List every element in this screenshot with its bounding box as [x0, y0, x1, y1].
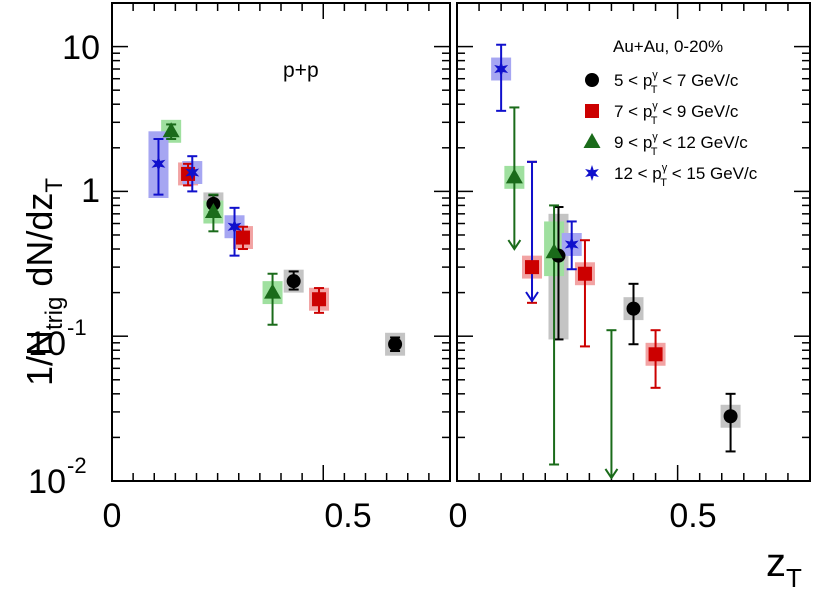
x-tick-label-0-left: 0	[103, 497, 122, 535]
data-point-circle	[723, 409, 738, 424]
x-tick-label-0.5-left: 0.5	[324, 497, 371, 535]
data-point-square	[525, 260, 540, 275]
data-point-square	[235, 230, 250, 245]
data-point-triangle	[505, 168, 523, 184]
y-axis-title-mid: dN/dz	[19, 193, 60, 297]
data-point-square	[312, 292, 327, 307]
legend-sub: T	[651, 84, 658, 96]
legend-pre: 5 < p	[614, 71, 652, 90]
y-axis-title-sub1: trig	[41, 297, 68, 330]
y-axis-title: 1/Ntrig dN/dzT	[19, 178, 68, 386]
y-axis-title-main: 1/N	[19, 330, 60, 386]
x-axis-title-main: z	[766, 541, 786, 585]
legend-post: < 7 GeV/c	[658, 71, 739, 90]
legend-title: Au+Au, 0-20%	[613, 37, 723, 56]
legend-pre: 12 < p	[614, 164, 662, 183]
data-point-star	[151, 155, 166, 172]
legend-sup: γ	[652, 100, 658, 112]
legend-entry-label: 7 < pγ T < 9 GeV/c	[614, 100, 739, 127]
y-tick-label-0.01: 10	[28, 463, 66, 501]
legend-sup: γ	[662, 162, 668, 174]
y-tick-label-1: 1	[81, 172, 100, 210]
data-point-triangle	[545, 243, 563, 259]
axis-ticks	[111, 2, 811, 482]
legend-marker-star	[585, 165, 599, 181]
legend-post: < 15 GeV/c	[667, 164, 758, 183]
panel-label-pp: p+p	[283, 59, 319, 82]
x-axis-title-sub: T	[786, 563, 802, 593]
x-axis-title: zT	[766, 541, 802, 593]
y-tick-label-0.1: 10	[28, 325, 66, 363]
legend-pre: 9 < p	[614, 133, 652, 152]
left-panel-frame	[111, 2, 451, 482]
data-point-triangle	[204, 203, 222, 219]
legend-entry-label: 9 < pγ T < 12 GeV/c	[614, 131, 748, 158]
y-tick-label-0.01-exp: -2	[67, 453, 87, 478]
y-tick-label-0.1-exp: -1	[67, 315, 87, 340]
data-marks	[148, 43, 741, 480]
upper-limit-arrow	[525, 291, 539, 303]
y-tick-label-10: 10	[62, 29, 100, 67]
data-point-circle	[626, 301, 641, 316]
x-tick-label-0.5-right: 0.5	[669, 497, 716, 535]
data-point-triangle	[264, 283, 282, 299]
svg-text:1/Ntrig dN/dzT: 1/Ntrig dN/dzT	[19, 178, 68, 386]
x-tick-label-0-right: 0	[449, 497, 468, 535]
data-point-circle	[286, 274, 301, 289]
legend-pre: 7 < p	[614, 102, 652, 121]
data-point-square	[648, 347, 663, 362]
legend-entry-label: 12 < pγ T < 15 GeV/c	[614, 162, 758, 189]
data-point-star	[185, 164, 200, 181]
legend-marker-circle	[585, 73, 599, 87]
data-point-circle	[388, 337, 403, 352]
legend-post: < 9 GeV/c	[658, 102, 739, 121]
legend-entry-label: 5 < pγ T < 7 GeV/c	[614, 69, 739, 96]
legend-sub: T	[651, 115, 658, 127]
legend-marker-square	[585, 104, 599, 118]
data-point-square	[577, 266, 592, 281]
data-point-star	[227, 218, 242, 235]
legend-marker-triangle	[583, 133, 601, 148]
data-point-star	[494, 61, 509, 77]
legend-sup: γ	[652, 131, 658, 143]
data-point-star	[564, 236, 579, 253]
legend-sub: T	[651, 146, 658, 158]
y-axis-title-sub2: T	[41, 178, 68, 193]
legend-sup: γ	[652, 69, 658, 81]
legend-sub: T	[660, 177, 667, 189]
data-point-triangle	[162, 122, 180, 138]
upper-limit-arrow	[507, 239, 522, 251]
legend-post: < 12 GeV/c	[658, 133, 749, 152]
legend: Au+Au, 0-20% 5 < pγ T < 7 GeV/c7 < pγ T < …	[583, 37, 758, 189]
upper-limit-arrow	[604, 468, 619, 480]
